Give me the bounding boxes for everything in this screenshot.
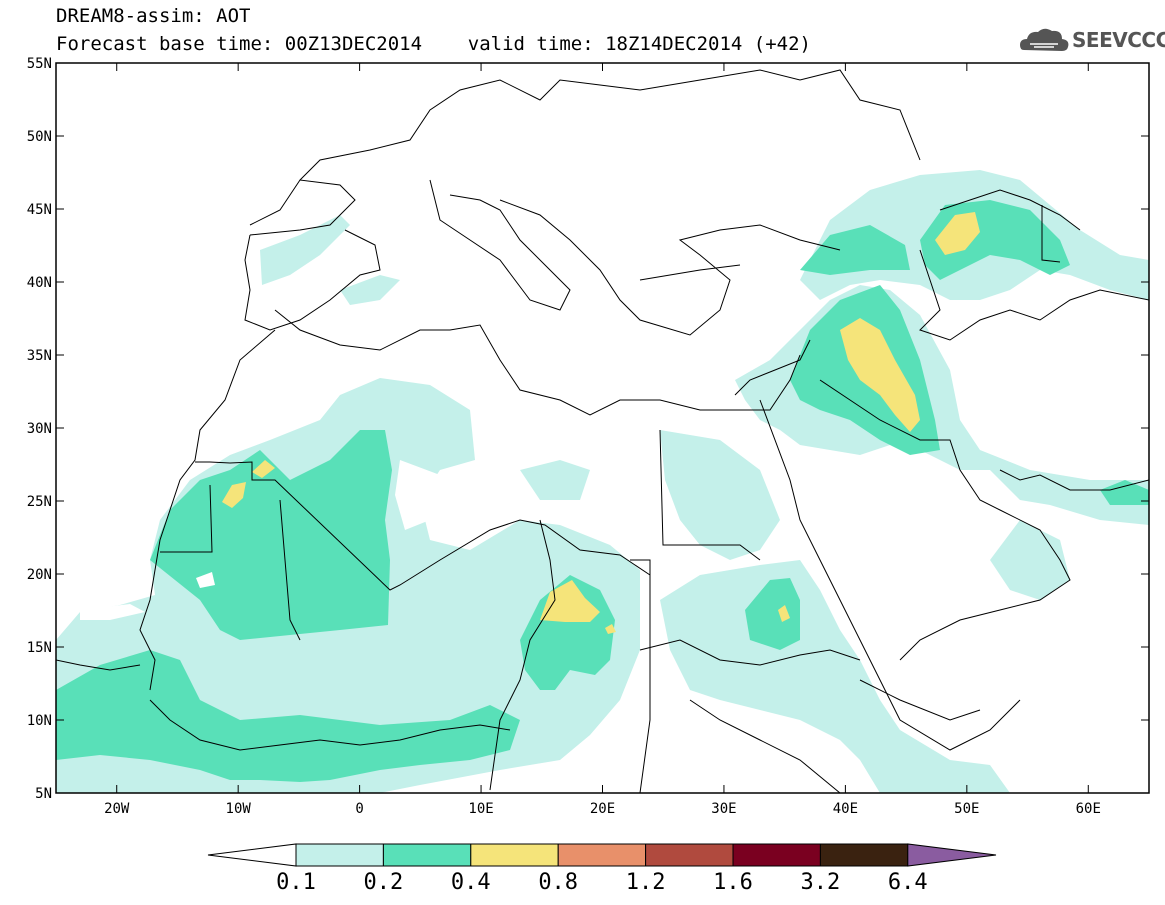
cloud-icon: [1020, 28, 1069, 51]
colorbar-swatch: [295, 843, 384, 867]
lon-tick-label: 40E: [833, 801, 858, 817]
latitude-axis: 55N 50N 45N 40N 35N 30N 25N 20N 15N 10N 5N: [27, 56, 1149, 802]
colorbar-swatch: [470, 843, 559, 867]
lon-tick-label: 20E: [590, 801, 615, 817]
colorbar-label: 0.4: [450, 870, 491, 895]
colorbar-swatch: [645, 843, 734, 867]
lat-tick-label: 25N: [27, 494, 52, 510]
lon-tick-label: 30E: [711, 801, 736, 817]
aot-clear-gaps: [80, 460, 440, 620]
colorbar-label: 6.4: [887, 870, 928, 895]
colorbar-label: 0.1: [276, 870, 316, 895]
colorbar-label: 3.2: [800, 870, 841, 895]
lat-tick-label: 55N: [27, 56, 52, 72]
aot-shading-0.4-0.8: [222, 212, 980, 634]
lat-tick-label: 5N: [35, 786, 52, 802]
colorbar-label: 0.2: [363, 870, 404, 895]
lon-tick-label: 10E: [468, 801, 493, 817]
colorbar-swatch: [557, 843, 647, 867]
logo-text: SEEVCCC: [1072, 28, 1165, 52]
longitude-axis: 20W 10W 0 10E 20E 30E 40E 50E 60E: [104, 63, 1101, 817]
lat-tick-label: 40N: [27, 275, 52, 291]
colorbar-min-triangle: [207, 843, 297, 867]
colorbar-swatch: [819, 843, 909, 867]
map-title: DREAM8-assim: AOT: [56, 5, 251, 27]
lat-tick-label: 50N: [27, 129, 52, 145]
colorbar-label: 1.6: [713, 870, 753, 895]
lat-tick-label: 15N: [27, 640, 52, 656]
lat-tick-label: 20N: [27, 567, 52, 583]
lat-tick-label: 35N: [27, 348, 52, 364]
forecast-time-subtitle: Forecast base time: 00Z13DEC2014 valid t…: [56, 33, 811, 55]
coastlines-borders: [56, 69, 1149, 793]
lat-tick-label: 30N: [27, 421, 52, 437]
lon-tick-label: 50E: [954, 801, 979, 817]
lon-tick-label: 60E: [1076, 801, 1101, 817]
colorbar-swatch: [382, 843, 472, 867]
lon-tick-label: 0: [355, 801, 363, 817]
lon-tick-label: 20W: [104, 801, 130, 817]
colorbar-label: 1.2: [625, 870, 666, 895]
lat-tick-label: 45N: [27, 202, 52, 218]
colorbar-label: 0.8: [538, 870, 579, 895]
lon-tick-label: 10W: [226, 801, 252, 817]
colorbar-max-triangle: [907, 843, 997, 867]
lat-tick-label: 10N: [27, 713, 52, 729]
colorbar-swatch: [732, 843, 821, 867]
